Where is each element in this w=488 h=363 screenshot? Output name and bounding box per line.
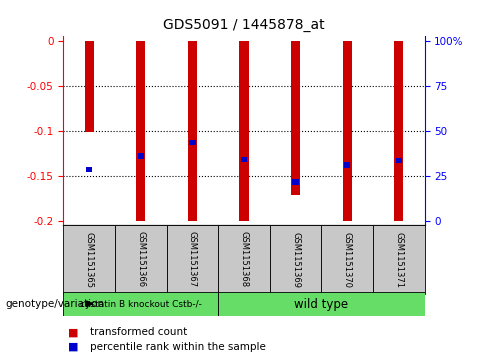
Text: genotype/variation: genotype/variation <box>5 299 104 309</box>
Bar <box>218 225 270 294</box>
Bar <box>189 140 196 145</box>
Bar <box>239 41 249 221</box>
Text: GSM1151371: GSM1151371 <box>394 232 403 287</box>
Bar <box>322 225 373 294</box>
Text: cystatin B knockout Cstb-/-: cystatin B knockout Cstb-/- <box>80 299 202 309</box>
Bar <box>241 157 247 162</box>
Text: transformed count: transformed count <box>90 327 187 337</box>
Bar <box>344 162 350 168</box>
Text: wild type: wild type <box>294 298 348 310</box>
Text: GSM1151367: GSM1151367 <box>188 232 197 287</box>
Bar <box>136 41 145 221</box>
Bar <box>218 292 425 316</box>
Text: ■: ■ <box>68 342 79 352</box>
Bar <box>166 225 218 294</box>
Text: percentile rank within the sample: percentile rank within the sample <box>90 342 266 352</box>
Text: ■: ■ <box>68 327 79 337</box>
Bar <box>291 41 300 195</box>
Bar <box>292 179 299 185</box>
Bar <box>270 225 322 294</box>
Bar <box>188 41 197 221</box>
Bar <box>138 153 144 159</box>
Bar <box>394 41 404 221</box>
Text: GSM1151365: GSM1151365 <box>85 232 94 287</box>
Bar <box>115 225 166 294</box>
Text: GSM1151369: GSM1151369 <box>291 232 300 287</box>
Text: GSM1151366: GSM1151366 <box>136 232 145 287</box>
Bar <box>373 225 425 294</box>
Text: GSM1151368: GSM1151368 <box>240 232 248 287</box>
Text: GSM1151370: GSM1151370 <box>343 232 352 287</box>
Bar <box>63 225 115 294</box>
Bar <box>343 41 352 221</box>
Bar <box>84 41 94 132</box>
Bar <box>63 292 218 316</box>
Title: GDS5091 / 1445878_at: GDS5091 / 1445878_at <box>163 19 325 33</box>
Bar <box>396 158 402 163</box>
Bar <box>86 167 92 172</box>
